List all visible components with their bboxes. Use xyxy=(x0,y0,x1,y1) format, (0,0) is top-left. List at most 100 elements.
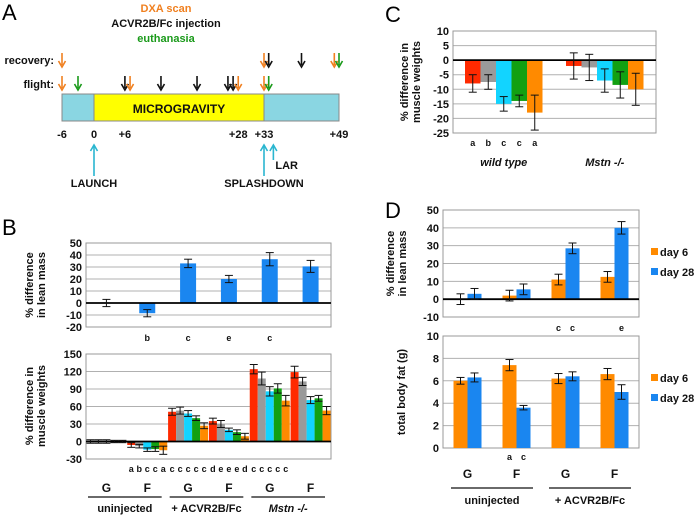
plot-frame xyxy=(452,30,657,134)
significance-label: e xyxy=(218,464,223,474)
down-arrow-icon xyxy=(57,76,67,92)
chart-c-muscle-weights: 10 5 0 -5 -10 -15 -20 -25 % difference inmuscle … xyxy=(399,26,657,169)
legend-injection: ACVR2B/Fc injection xyxy=(111,18,221,30)
significance-label: c xyxy=(153,464,158,474)
legend-swatch xyxy=(651,268,658,275)
bar xyxy=(180,263,197,303)
y-tick-label: 0 xyxy=(433,443,439,455)
bar xyxy=(565,376,580,448)
plot-frame xyxy=(85,353,332,460)
y-tick-label: 30 xyxy=(70,262,82,274)
group-label: Mstn -/- xyxy=(585,157,624,169)
bar xyxy=(192,418,201,442)
y-tick-label: -10 xyxy=(433,84,449,96)
category-label: F xyxy=(307,481,314,495)
significance-label: c xyxy=(570,323,575,333)
y-tick-label: 50 xyxy=(70,238,82,250)
y-tick-label: -25 xyxy=(433,128,449,140)
arrow-head xyxy=(73,83,83,92)
y-axis-label-line: % difference in xyxy=(399,43,411,122)
y-tick-label: 10 xyxy=(437,26,449,38)
y-axis-label: total body fat (g) xyxy=(396,349,408,435)
significance-label: c xyxy=(556,323,561,333)
significance-label: c xyxy=(275,464,280,474)
timeline-day-label: +49 xyxy=(330,129,349,141)
y-tick-label: -20 xyxy=(433,113,449,125)
y-tick-label: 8 xyxy=(433,353,439,365)
significance-label: c xyxy=(267,333,272,343)
microgravity-label: MICROGRAVITY xyxy=(133,102,225,116)
timeline-events: LAUNCH SPLASHDOWN LAR xyxy=(71,143,304,190)
timeline-day-label: 0 xyxy=(91,129,97,141)
bar xyxy=(143,441,152,450)
y-tick-label: 5 xyxy=(443,41,449,53)
bar xyxy=(184,413,193,442)
significance-label: c xyxy=(202,464,207,474)
down-arrow-icon xyxy=(156,76,166,92)
event-arrow-head xyxy=(259,143,269,152)
row-label-recovery: recovery: xyxy=(4,55,54,67)
down-arrow-icon xyxy=(297,53,306,69)
y-tick-label: 60 xyxy=(70,402,82,414)
bar xyxy=(273,388,282,442)
y-axis-label-line: muscle weights xyxy=(36,365,48,447)
y-axis-label-line: % difference xyxy=(385,231,397,296)
timeline-day-label: +28 xyxy=(229,129,248,141)
y-axis-label: % difference inmuscle weights xyxy=(24,365,48,447)
bar xyxy=(220,279,237,303)
significance-label: d xyxy=(242,464,248,474)
significance-label: a xyxy=(507,452,513,462)
arrow-head xyxy=(297,60,306,69)
arrow-head xyxy=(264,60,273,69)
panel-a-letter: A xyxy=(2,0,17,25)
timeline-day-label: -6 xyxy=(57,129,67,141)
significance-label: b xyxy=(137,464,143,474)
y-tick-label: 50 xyxy=(427,205,439,217)
bar xyxy=(614,227,629,300)
group-label: + ACVR2B/Fc xyxy=(555,495,625,507)
significance-label: c xyxy=(517,138,522,148)
bar xyxy=(453,380,468,448)
y-tick-label: 10 xyxy=(427,276,439,288)
significance-label: c xyxy=(259,464,264,474)
bar xyxy=(480,60,496,82)
bar xyxy=(614,392,629,448)
up-arrow-icon xyxy=(269,143,278,160)
arrow-head xyxy=(264,83,273,92)
bar xyxy=(502,365,517,448)
y-axis-label-line: in lean mass xyxy=(397,230,409,296)
timeline-microgravity xyxy=(93,93,265,122)
arrow-head xyxy=(234,83,243,92)
bar xyxy=(249,369,258,442)
bar xyxy=(257,378,266,442)
group-label: uninjected xyxy=(464,495,519,507)
significance-label: e xyxy=(234,464,239,474)
significance-label: e xyxy=(226,333,231,343)
y-tick-label: 0 xyxy=(76,437,82,449)
significance-label: e xyxy=(226,464,231,474)
arrow-head xyxy=(57,83,67,92)
arrow-head xyxy=(334,60,344,69)
down-arrow-icon xyxy=(73,76,83,92)
bar xyxy=(551,378,566,448)
y-tick-label: 10 xyxy=(427,331,439,343)
down-arrow-icon xyxy=(125,76,135,92)
down-arrow-icon xyxy=(259,53,269,69)
group-label: uninjected xyxy=(97,503,152,515)
category-label: G xyxy=(265,481,274,495)
y-tick-label: -10 xyxy=(423,312,439,324)
timeline-axis-labels: -6 0 +6 +28 +33 +49 xyxy=(57,129,348,141)
y-axis-label-line: % difference xyxy=(24,252,36,317)
y-tick-label: 40 xyxy=(70,250,82,262)
y-tick-label: 0 xyxy=(76,298,82,310)
bar xyxy=(265,391,274,442)
timeline-postflight xyxy=(263,93,340,122)
category-label: G xyxy=(102,481,111,495)
bar xyxy=(151,441,160,450)
group-label: wild type xyxy=(480,157,527,169)
y-tick-label: -30 xyxy=(66,454,82,466)
significance-label: a xyxy=(532,138,538,148)
bar xyxy=(565,248,580,300)
